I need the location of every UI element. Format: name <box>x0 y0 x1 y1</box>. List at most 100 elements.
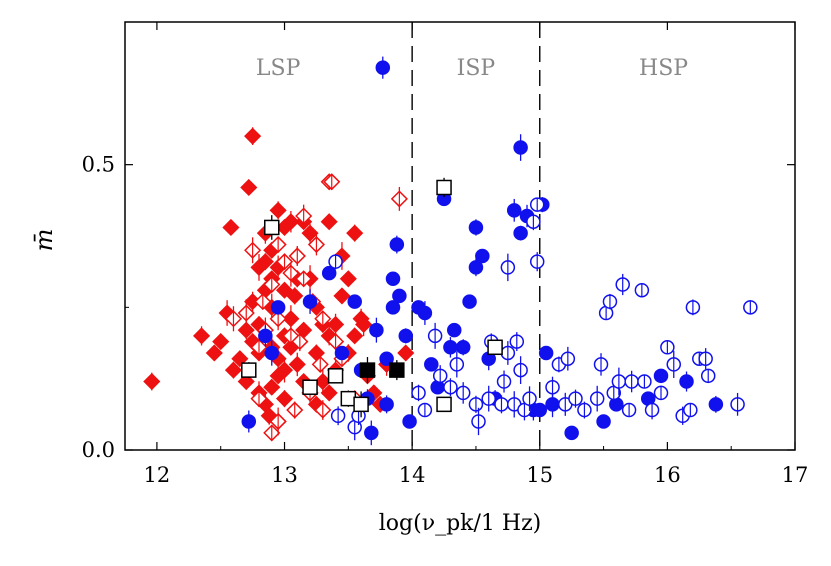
blue-filled-circle-marker <box>596 414 611 429</box>
blue-filled-circle-point <box>258 325 273 347</box>
blue-filled-circle-point <box>462 294 477 309</box>
blue-filled-circle-point <box>653 368 669 384</box>
blue-filled-circle-point <box>334 345 350 361</box>
blue-filled-circle-marker <box>241 414 257 429</box>
blue-filled-circle-marker <box>443 340 458 355</box>
blue-open-circle-point <box>634 282 650 298</box>
blue-open-circle-point <box>328 253 343 270</box>
red-filled-diamond-marker <box>301 224 319 242</box>
red-open-diamond-point <box>269 407 287 436</box>
blue-filled-circle-point <box>398 328 414 344</box>
red-filled-diamond-point <box>222 218 240 237</box>
blue-filled-circle-marker <box>462 294 477 309</box>
black-filled-square-marker <box>359 362 376 378</box>
blue-open-circle-point <box>577 401 592 419</box>
blue-filled-circle-point <box>385 300 401 315</box>
blue-filled-circle-marker <box>475 248 490 264</box>
red-open-diamond-point <box>314 310 332 328</box>
red-filled-diamond-point <box>320 384 338 402</box>
red-open-diamond-point <box>254 293 272 311</box>
red-filled-diamond-point <box>282 211 300 233</box>
blue-open-circle-point <box>545 376 560 398</box>
blue-filled-circle-marker <box>264 345 280 361</box>
blue-open-circle-point <box>660 340 675 355</box>
blue-filled-circle-point <box>375 56 391 79</box>
blue-open-circle-point <box>481 385 496 412</box>
blue-open-circle-point <box>683 402 698 418</box>
blue-filled-circle-marker <box>545 397 560 412</box>
x-tick-label: 12 <box>144 463 171 487</box>
red-filled-diamond-marker <box>193 327 211 345</box>
black-filled-square-point <box>389 360 405 381</box>
x-axis-ticks: 12 13 14 15 16 17 <box>144 22 808 487</box>
black-open-square-marker <box>436 179 452 196</box>
blue-open-circle-point <box>700 368 716 384</box>
red-open-diamond-point <box>295 270 313 288</box>
red-filled-diamond-marker <box>269 201 287 219</box>
blue-filled-circle-point <box>679 371 694 392</box>
region-labels: LSP ISP HSP <box>256 56 688 81</box>
red-open-diamond-point <box>250 390 268 408</box>
red-filled-diamond-point <box>143 372 161 391</box>
red-filled-diamond-marker <box>237 321 255 339</box>
blue-filled-circle-marker <box>347 294 362 309</box>
blue-open-circle-point <box>471 407 486 436</box>
blue-filled-circle-marker <box>302 294 318 309</box>
red-filled-diamond-point <box>288 352 306 377</box>
black-open-square-point <box>436 396 452 413</box>
black-open-square-point <box>436 177 452 198</box>
red-filled-diamond-marker <box>256 253 274 271</box>
blue-filled-circle-marker <box>538 345 554 361</box>
blue-open-circle-point <box>468 395 484 413</box>
blue-filled-circle-marker <box>513 225 528 241</box>
black-open-square-point <box>302 379 318 395</box>
red-open-diamond-point <box>286 401 304 419</box>
black-open-square-marker <box>487 339 503 356</box>
red-filled-diamond-point <box>205 344 223 362</box>
blue-filled-circle-marker <box>513 140 528 155</box>
red-filled-diamond-marker <box>224 361 243 379</box>
blue-filled-circle-point <box>455 339 471 356</box>
blue-filled-circle-marker <box>424 357 439 372</box>
blue-filled-circle-point <box>379 395 394 414</box>
red-open-diamond-point <box>323 173 341 191</box>
blue-filled-circle-point <box>241 410 257 433</box>
blue-filled-circle-marker <box>653 368 669 384</box>
blue-filled-circle-point <box>385 271 401 287</box>
red-filled-diamond-marker <box>275 390 294 408</box>
red-filled-diamond-point <box>397 344 415 362</box>
red-filled-diamond-point <box>355 312 373 337</box>
blue-open-circle-point <box>455 382 471 404</box>
blue-filled-circle-point <box>270 300 286 315</box>
blue-filled-circle-point <box>321 265 337 281</box>
red-open-diamond-point <box>282 259 300 287</box>
red-filled-diamond-marker <box>244 127 262 145</box>
red-filled-diamond-marker <box>320 213 338 231</box>
data-points <box>143 56 758 446</box>
y-axis-ticks: 0.0 0.5 <box>82 153 795 462</box>
red-filled-diamond-point <box>301 223 319 243</box>
blue-filled-circle-point <box>424 357 439 372</box>
x-tick-label: 16 <box>654 463 681 487</box>
blue-filled-circle-point <box>379 351 394 366</box>
red-filled-diamond-point <box>275 357 294 383</box>
y-tick-label: 0.0 <box>82 438 115 462</box>
red-filled-diamond-marker <box>222 218 240 237</box>
blue-open-circle-point <box>730 392 745 416</box>
red-filled-diamond-marker <box>346 327 364 345</box>
black-open-square-marker <box>241 362 257 378</box>
blue-open-circle-point <box>513 356 528 385</box>
blue-filled-circle-marker <box>364 425 379 441</box>
black-open-square-marker <box>436 396 452 413</box>
blue-open-circle-point <box>526 213 541 231</box>
blue-filled-circle-marker <box>398 328 414 344</box>
red-filled-diamond-marker <box>346 224 364 242</box>
blue-filled-circle-point <box>564 425 579 441</box>
blue-filled-circle-marker <box>379 397 394 412</box>
blue-filled-circle-marker <box>564 425 579 441</box>
red-filled-diamond-marker <box>240 178 258 197</box>
blue-filled-circle-point <box>513 134 528 161</box>
red-open-diamond-point <box>224 306 243 332</box>
blue-open-circle-point <box>432 365 448 387</box>
blue-open-circle-point <box>411 384 426 402</box>
